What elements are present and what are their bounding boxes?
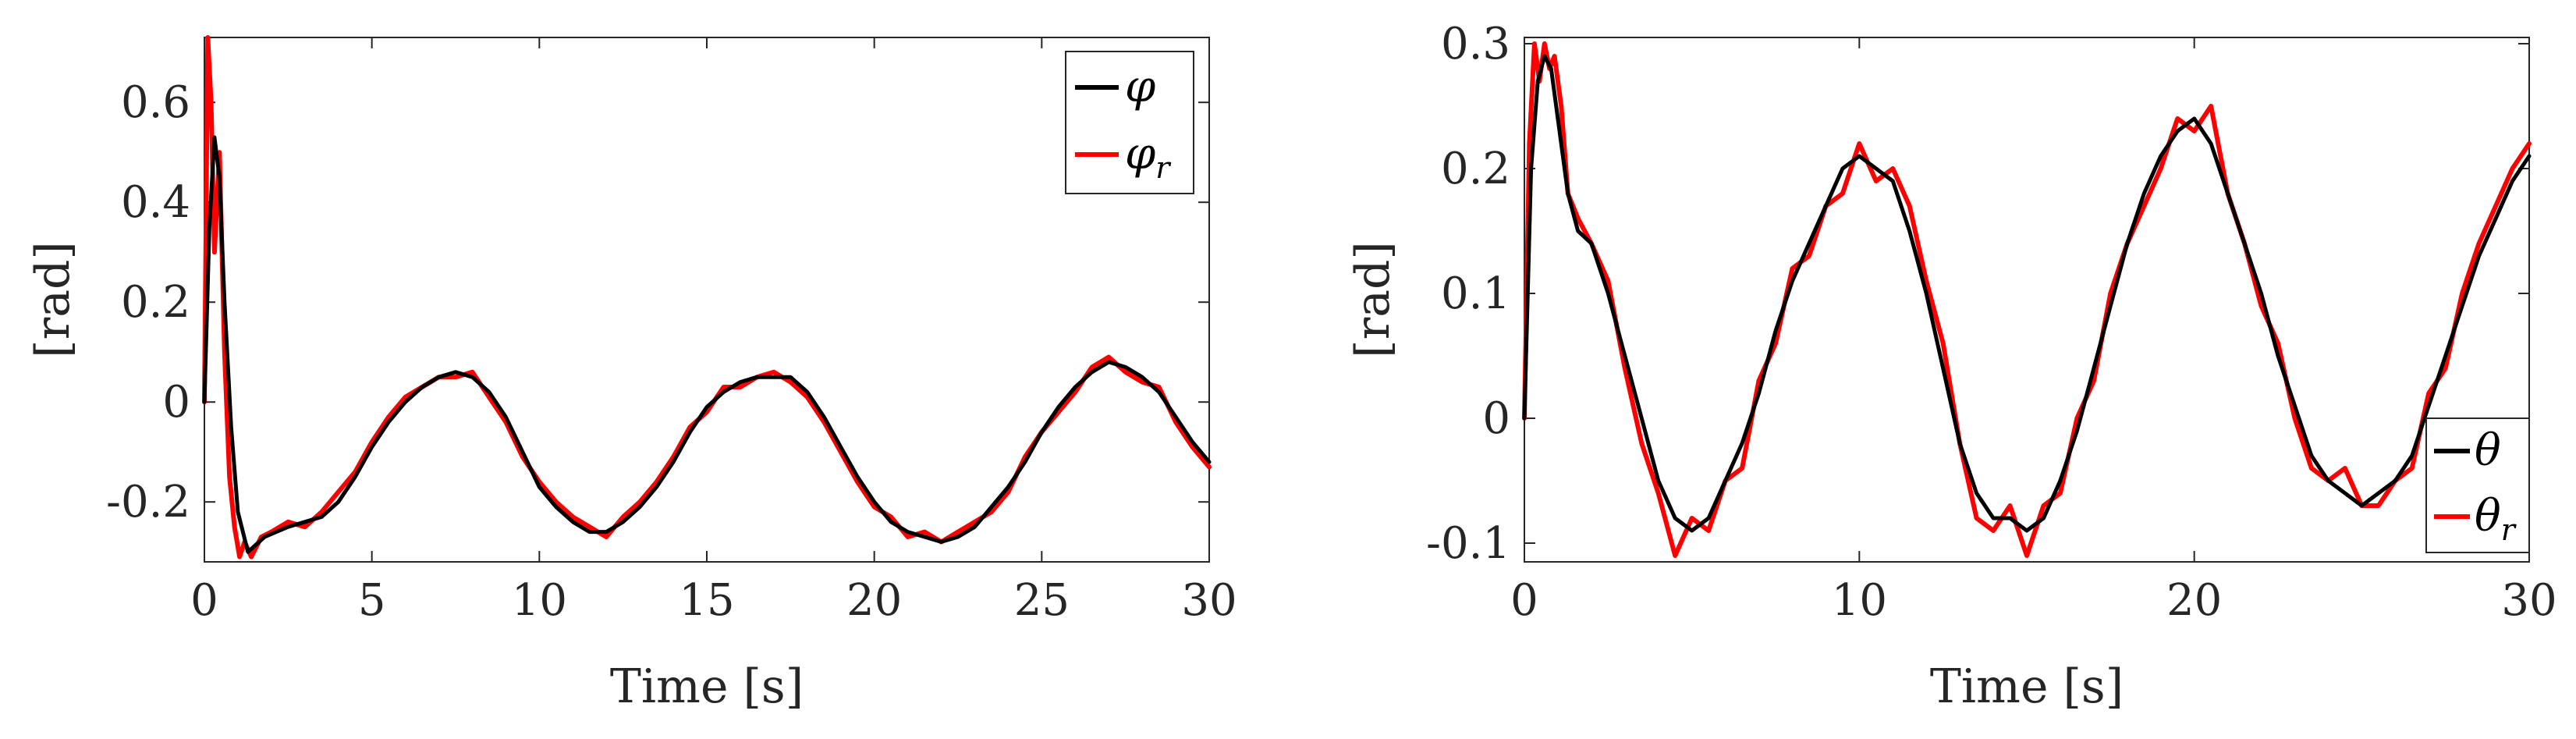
y-tick-label: 0.1 (1441, 268, 1510, 319)
x-axis-title-left: Time [s] (610, 659, 804, 714)
x-tick-label: 25 (1014, 575, 1070, 626)
legend-box-left (1065, 51, 1194, 194)
x-tick-label: 20 (2166, 575, 2222, 626)
y-tick-label: -0.1 (1426, 518, 1510, 569)
legend-label-phi-r: φr (1125, 129, 1172, 185)
legend-box-right (2425, 417, 2530, 553)
x-tick-label: 30 (2501, 575, 2556, 626)
series-right (1522, 41, 2532, 558)
y-tick-label: 0.2 (121, 277, 190, 328)
legend-label-phi: φ (1125, 62, 1155, 112)
x-tick-label: 5 (358, 575, 386, 626)
y-axis-title-right: [rad] (1346, 241, 1400, 358)
plot-area-left (204, 37, 1210, 563)
series-line-measured (1522, 54, 2532, 533)
legend-right: θ θr (2425, 417, 2530, 553)
x-ticks-left: 0 5 10 15 20 25 30 (190, 37, 1237, 626)
y-tick-label: 0 (1482, 393, 1510, 444)
x-tick-label: 20 (846, 575, 902, 626)
series-left (202, 35, 1212, 560)
y-tick-label: 0.6 (121, 77, 190, 128)
plot-area-right (1524, 37, 2530, 563)
legend-left: φ φr (1065, 51, 1194, 194)
series-line-measured (202, 135, 1212, 554)
legend-label-theta-r: θr (2475, 491, 2517, 547)
x-tick-label: 0 (1510, 575, 1538, 626)
chart-right: -0.100.10.20.3 0 10 20 30 Time [s] [rad] θ … (1346, 19, 2557, 714)
y-tick-label: 0.4 (121, 177, 190, 228)
chart-left: -0.200.20.40.6 0 5 10 15 20 25 30 Time [s] [ra… (26, 35, 1237, 714)
x-ticks-right: 0 10 20 30 (1510, 37, 2557, 626)
x-tick-label: 10 (512, 575, 567, 626)
x-tick-label: 10 (1832, 575, 1887, 626)
x-tick-label: 0 (190, 575, 218, 626)
y-tick-label: 0 (162, 377, 190, 428)
y-axis-title-left: [rad] (26, 241, 80, 358)
x-tick-label: 30 (1181, 575, 1237, 626)
legend-label-theta: θ (2475, 425, 2501, 476)
x-axis-title-right: Time [s] (1930, 659, 2124, 714)
series-line-reference (1522, 41, 2532, 558)
y-ticks-right: -0.1 0 0.1 0.2 0.3 (1426, 19, 2529, 569)
x-tick-label: 15 (679, 575, 734, 626)
y-tick-label: 0.3 (1441, 19, 1510, 69)
y-tick-label: -0.2 (106, 477, 190, 528)
y-tick-label: 0.2 (1441, 144, 1510, 194)
